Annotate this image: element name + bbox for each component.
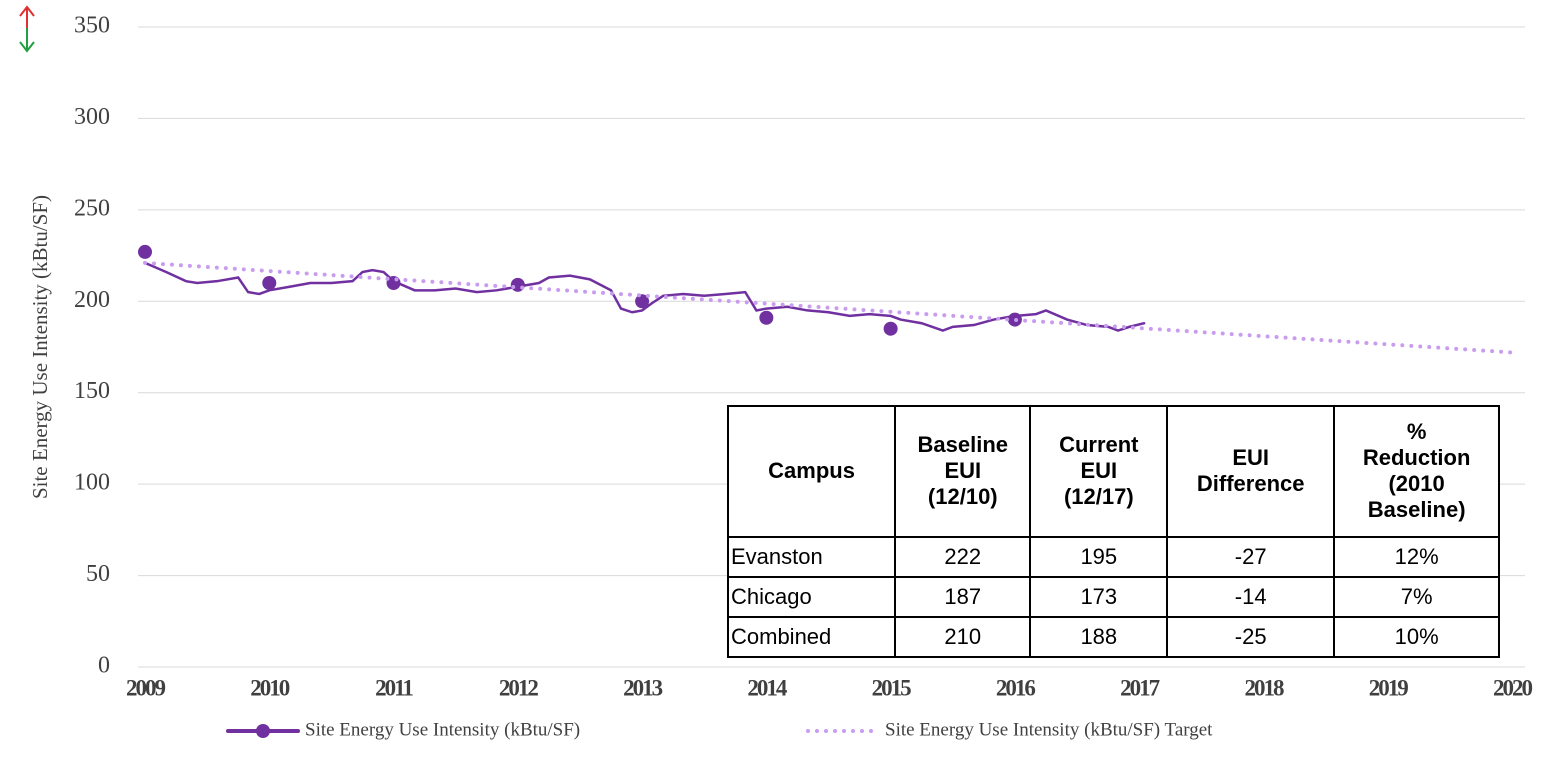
data-point — [759, 310, 774, 325]
y-tick-label: 200 — [74, 287, 110, 313]
legend-marker — [256, 724, 270, 738]
table-cell: 7% — [1333, 575, 1500, 618]
y-tick-label: 150 — [74, 378, 110, 404]
legend-label: Site Energy Use Intensity (kBtu/SF) — [305, 719, 580, 740]
table-cell: Chicago — [726, 575, 897, 618]
y-tick-label: 250 — [74, 195, 110, 221]
header-cell: Campus — [726, 405, 897, 538]
y-tick-label: 0 — [98, 653, 110, 679]
table-cell: Evanston — [726, 535, 897, 578]
table-cell: -27 — [1166, 535, 1336, 578]
target-line — [143, 260, 1514, 355]
x-tick-label: 2010 — [250, 675, 290, 700]
table-row: Evanston 222 195 -27 12% — [726, 535, 1500, 578]
legend-item: Site Energy Use Intensity (kBtu/SF) — [226, 719, 580, 740]
y-tick-label: 100 — [74, 470, 110, 496]
data-point — [262, 276, 277, 290]
table-cell: -25 — [1166, 615, 1336, 659]
x-tick-label: 2013 — [623, 675, 663, 700]
header-cell: EUI Difference — [1166, 405, 1336, 538]
x-tick-label: 2012 — [499, 675, 539, 700]
table-cell: 187 — [894, 575, 1032, 618]
table-cell: 210 — [894, 615, 1032, 659]
x-tick-label: 2014 — [747, 675, 788, 700]
data-point — [883, 321, 898, 336]
table-header-row: Campus Baseline EUI (12/10) Current EUI (1… — [726, 405, 1500, 538]
header-cell: % Reduction (2010 Baseline) — [1333, 405, 1500, 538]
table-row: Chicago 187 173 -14 7% — [726, 575, 1500, 618]
data-point — [510, 277, 525, 292]
y-tick-label: 300 — [74, 104, 110, 130]
data-point — [635, 294, 650, 309]
header-cell: Baseline EUI (12/10) — [894, 405, 1032, 538]
table-cell: 10% — [1333, 615, 1500, 659]
legend-label: Site Energy Use Intensity (kBtu/SF) Targ… — [885, 719, 1213, 740]
data-point — [138, 244, 152, 259]
x-tick-label: 2015 — [872, 675, 912, 700]
table-cell: 12% — [1333, 535, 1500, 578]
x-tick-label: 2019 — [1369, 675, 1409, 700]
series-line — [143, 261, 1146, 332]
x-tick-label: 2011 — [375, 675, 413, 700]
x-tick-label: 2020 — [1493, 675, 1533, 700]
x-tick-label: 2009 — [126, 675, 166, 700]
table-cell: 222 — [894, 535, 1032, 578]
x-tick-label: 2016 — [996, 675, 1036, 700]
table-cell: 188 — [1029, 615, 1169, 659]
header-cell: Current EUI (12/17) — [1029, 405, 1169, 538]
table-cell: Combined — [726, 615, 897, 659]
table-cell: 173 — [1029, 575, 1169, 618]
y-tick-label: 350 — [74, 13, 110, 39]
x-tick-label: 2017 — [1120, 675, 1160, 700]
table-cell: 195 — [1029, 535, 1169, 578]
legend-item: Site Energy Use Intensity (kBtu/SF) Targ… — [806, 719, 1213, 740]
table-cell: -14 — [1166, 575, 1336, 618]
x-tick-label: 2018 — [1244, 675, 1284, 700]
y-tick-label: 50 — [86, 561, 110, 587]
table-row: Combined 210 188 -25 10% — [726, 615, 1500, 659]
sort-icon — [19, 5, 35, 53]
summary-table: Campus Baseline EUI (12/10) Current EUI (1… — [726, 405, 1500, 659]
y-axis-label: Site Energy Use Intensity (kBtu/SF) — [28, 195, 52, 499]
